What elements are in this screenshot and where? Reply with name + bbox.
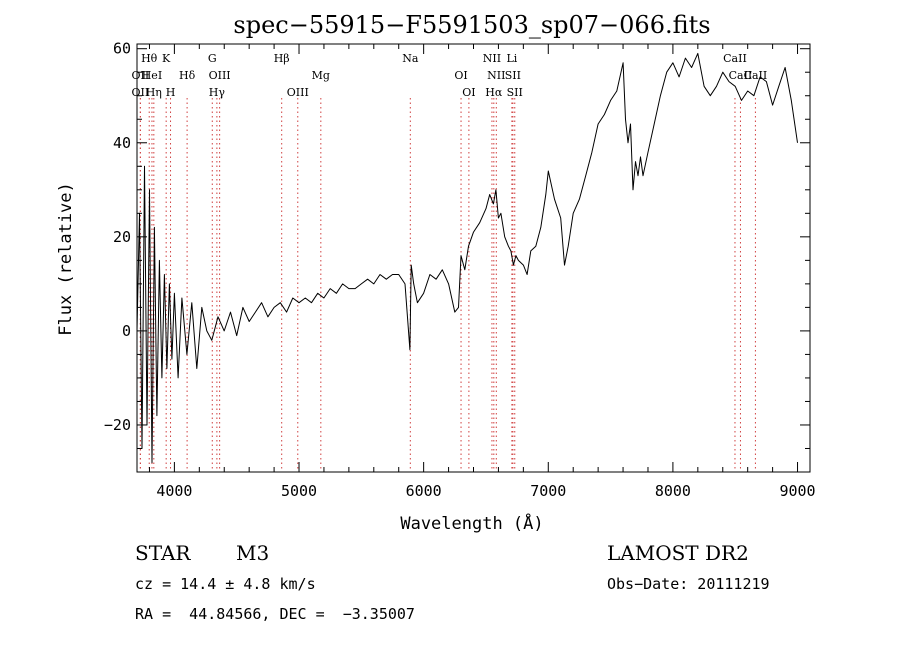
x-axis-label: Wavelength (Å) bbox=[400, 512, 543, 534]
line-marker-label-5: Hη bbox=[146, 86, 162, 99]
line-marker-label-18: NII bbox=[487, 69, 505, 82]
line-marker-label-9: OIII bbox=[209, 69, 231, 82]
x-tick-label-4: 8000 bbox=[655, 482, 691, 500]
coordinates-text: RA = 44.84566, DEC = −3.35007 bbox=[135, 605, 415, 623]
line-marker-label-21: SII bbox=[505, 69, 521, 82]
line-marker-label-14: Na bbox=[402, 52, 419, 65]
line-marker-label-8: G bbox=[208, 52, 217, 65]
y-axis-label: Flux (relative) bbox=[56, 182, 76, 336]
y-tick-label-2: 20 bbox=[113, 228, 131, 246]
line-marker-label-11: Hβ bbox=[274, 52, 290, 65]
line-marker-label-17: NII bbox=[483, 52, 501, 65]
line-marker-label-4: OII bbox=[132, 86, 150, 99]
line-marker-label-6: H bbox=[166, 86, 176, 99]
line-marker-label-19: Hα bbox=[485, 86, 503, 99]
y-tick-label-4: 60 bbox=[113, 40, 131, 58]
line-marker-label-10: Hγ bbox=[209, 86, 226, 99]
line-marker-label-2: OII bbox=[132, 69, 150, 82]
x-tick-label-3: 7000 bbox=[530, 482, 566, 500]
object-subclass: M3 bbox=[236, 541, 270, 565]
spectrum-line-0 bbox=[136, 52, 798, 464]
line-marker-label-20: Li bbox=[506, 52, 517, 65]
x-tick-label-2: 6000 bbox=[406, 482, 442, 500]
x-tick-label-1: 5000 bbox=[281, 482, 317, 500]
x-tick-label-5: 9000 bbox=[779, 482, 815, 500]
line-marker-label-3: HeI bbox=[142, 69, 162, 82]
line-marker-label-13: OIII bbox=[287, 86, 309, 99]
y-tick-label-1: 0 bbox=[122, 322, 131, 340]
y-tick-label-0: −20 bbox=[104, 416, 131, 434]
line-marker-label-23: CaII bbox=[723, 52, 747, 65]
x-tick-label-0: 4000 bbox=[156, 482, 192, 500]
plot-frame bbox=[136, 43, 811, 473]
survey-name: LAMOST DR2 bbox=[607, 541, 749, 565]
object-class: STAR bbox=[135, 541, 191, 565]
y-tick-label-3: 40 bbox=[113, 134, 131, 152]
line-marker-label-15: OI bbox=[454, 69, 467, 82]
line-marker-label-25: CaII bbox=[744, 69, 768, 82]
line-marker-label-22: SII bbox=[507, 86, 523, 99]
chart-title: spec−55915−F5591503_sp07−066.fits bbox=[233, 11, 710, 39]
line-marker-label-0: Hθ bbox=[141, 52, 158, 65]
spectrum-series bbox=[136, 52, 798, 464]
plot-axes: 4000 5000 6000 7000 8000 9000 −20 0 20 40 60 bbox=[104, 40, 816, 500]
line-marker-label-7: Hδ bbox=[179, 69, 196, 82]
obs-date-text: Obs−Date: 20111219 bbox=[607, 575, 770, 593]
redshift-text: cz = 14.4 ± 4.8 km/s bbox=[135, 575, 316, 593]
line-marker-label-12: Mg bbox=[312, 69, 330, 82]
line-marker-label-16: OI bbox=[462, 86, 475, 99]
line-marker-label-1: K bbox=[162, 52, 171, 65]
line-marker-label-24: CaII bbox=[729, 69, 753, 82]
